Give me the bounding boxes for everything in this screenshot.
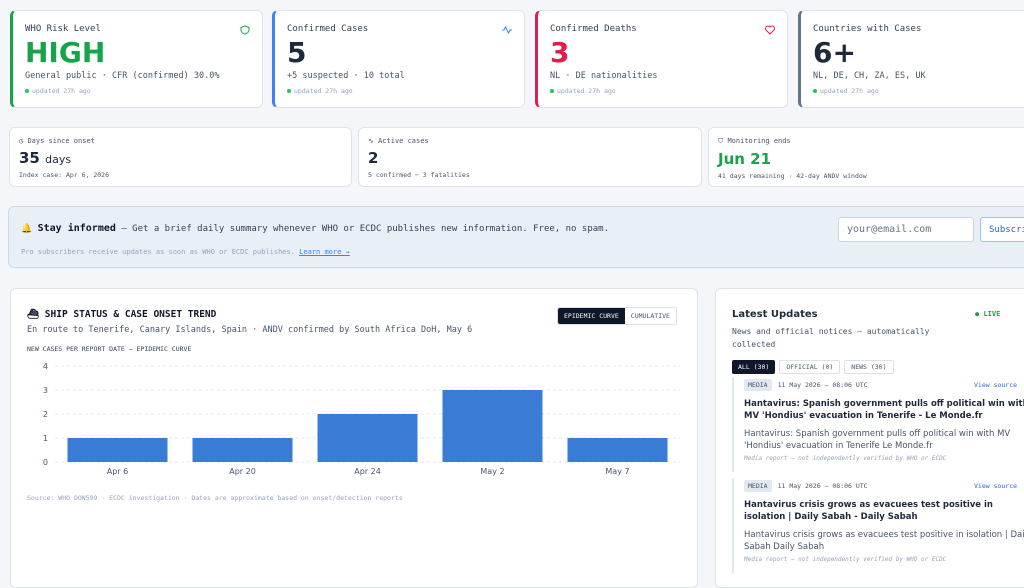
value: 5 xyxy=(287,36,307,69)
detail: Index case: Apr 6, 2026 xyxy=(19,171,110,179)
title: Latest Updates xyxy=(732,309,818,320)
label: Confirmed Cases xyxy=(287,24,369,34)
tag: MEDIA xyxy=(744,379,772,391)
subscribe-button[interactable]: Subscribe xyxy=(980,217,1024,242)
mini-card: ⛉ Monitoring ends Jun 21 41 days remaini… xyxy=(708,127,1024,187)
toggle-button[interactable]: EPIDEMIC CURVE xyxy=(558,308,625,324)
value: 6+ xyxy=(813,36,856,69)
mini-card: ∿ Active cases 2 5 confirmed − 3 fatalit… xyxy=(358,127,702,187)
detail: General public · CFR (confirmed) 30.0% xyxy=(25,71,220,81)
x-tick-label: Apr 24 xyxy=(354,467,381,476)
source-link[interactable]: View source xyxy=(974,482,1018,490)
updated: updated 27h ago xyxy=(813,87,1024,95)
source: Source: WHO DON599 · ECDC investigation … xyxy=(27,494,403,502)
date: 11 May 2026 — 08:06 UTC xyxy=(777,482,868,490)
bar xyxy=(567,438,668,462)
stat-card: WHO Risk Level HIGH General public · CFR… xyxy=(10,10,263,108)
value: 3 xyxy=(550,36,570,69)
icon xyxy=(765,25,775,35)
label: Monitoring ends xyxy=(727,137,791,145)
label: WHO Risk Level xyxy=(25,24,101,34)
note: Media report — not independently verifie… xyxy=(744,455,947,462)
x-tick-label: May 7 xyxy=(605,467,629,476)
summary: Hantavirus crisis grows as evacuees test… xyxy=(744,530,1024,552)
detail: NL · DE nationalities xyxy=(550,71,658,81)
email-input[interactable]: your@email.com xyxy=(838,217,974,242)
label: Confirmed Deaths xyxy=(550,24,637,34)
text: — Get a brief daily summary whenever WHO… xyxy=(121,224,609,234)
y-tick-label: 1 xyxy=(43,434,48,443)
updated: updated 27h ago xyxy=(25,87,250,95)
axis-label: NEW CASES PER REPORT DATE — EPIDEMIC CUR… xyxy=(27,345,192,353)
subtitle: News and official notices — automaticall… xyxy=(732,327,930,349)
bar xyxy=(67,438,168,462)
note: Media report — not independently verifie… xyxy=(744,556,947,563)
update-title[interactable]: Hantavirus crisis grows as evacuees test… xyxy=(744,500,993,522)
toggle: EPIDEMIC CURVE CUMULATIVE xyxy=(557,307,677,325)
updates-panel: Latest Updates News and official notices… xyxy=(715,288,1024,588)
summary: Hantavirus: Spanish government pulls off… xyxy=(744,429,1011,451)
stat-card: Confirmed Cases 5 +5 suspected · 10 tota… xyxy=(272,10,525,108)
label: Countries with Cases xyxy=(813,24,922,34)
icon xyxy=(240,25,250,35)
tab[interactable]: NEWS (30) xyxy=(844,360,894,374)
link[interactable]: Learn more → xyxy=(299,248,350,256)
chart-subtitle: En route to Tenerife, Canary Islands, Sp… xyxy=(27,325,473,335)
y-tick-label: 0 xyxy=(43,458,48,467)
updated: updated 27h ago xyxy=(550,87,775,95)
title: Stay informed xyxy=(37,223,116,234)
stat-card: Countries with Cases 6+ NL, DE, CH, ZA, … xyxy=(798,10,1024,108)
tab[interactable]: OFFICIAL (0) xyxy=(779,360,841,374)
y-tick-label: 2 xyxy=(43,410,48,419)
date: 11 May 2026 — 08:06 UTC xyxy=(777,381,868,389)
update-item: MEDIA 11 May 2026 — 08:06 UTC View source … xyxy=(732,478,1024,573)
label: Active cases xyxy=(378,137,429,145)
subscribe-band: 🔔 Stay informed — Get a brief daily summ… xyxy=(8,206,1024,268)
update-item: MEDIA 11 May 2026 — 08:06 UTC View source … xyxy=(732,377,1024,472)
bar xyxy=(192,438,293,462)
value: Jun 21 xyxy=(718,150,772,168)
value: HIGH xyxy=(25,36,106,69)
x-tick-label: Apr 20 xyxy=(229,467,256,476)
y-tick-label: 4 xyxy=(43,362,48,371)
x-tick-label: May 2 xyxy=(480,467,504,476)
unit: days xyxy=(45,153,72,166)
chart-title: SHIP STATUS & CASE ONSET TREND xyxy=(44,309,217,320)
detail: 41 days remaining · 42-day ANDV window xyxy=(718,172,867,180)
tab[interactable]: ALL (30) xyxy=(732,360,776,374)
x-tick-label: Apr 6 xyxy=(107,467,128,476)
live: LIVE xyxy=(983,310,1001,318)
note: Pro subscribers receive updates as soon … xyxy=(21,248,295,256)
toggle-button[interactable]: CUMULATIVE xyxy=(630,312,670,320)
value: 2 xyxy=(368,149,379,167)
y-tick-label: 3 xyxy=(43,386,48,395)
bar xyxy=(317,414,418,462)
detail: 5 confirmed − 3 fatalities xyxy=(368,171,470,179)
label: Days since onset xyxy=(27,137,95,145)
bar xyxy=(442,390,543,462)
page: WHO Risk Level HIGH General public · CFR… xyxy=(0,0,1024,576)
chart: 0 1 2 3 4 Apr 6 Apr 20 Apr 24 May 2 May 7 xyxy=(43,362,680,476)
source-link[interactable]: View source xyxy=(974,381,1018,389)
update-title[interactable]: Hantavirus: Spanish government pulls off… xyxy=(744,399,1024,421)
detail: NL, DE, CH, ZA, ES, UK xyxy=(813,71,926,81)
icon xyxy=(502,25,512,35)
detail: +5 suspected · 10 total xyxy=(287,71,405,81)
updated: updated 27h ago xyxy=(287,87,512,95)
value: 35 xyxy=(19,149,40,167)
stat-card: Confirmed Deaths 3 NL · DE nationalities… xyxy=(535,10,788,108)
tag: MEDIA xyxy=(744,480,772,492)
mini-card: ◷ Days since onset 35 days Index case: A… xyxy=(9,127,352,187)
